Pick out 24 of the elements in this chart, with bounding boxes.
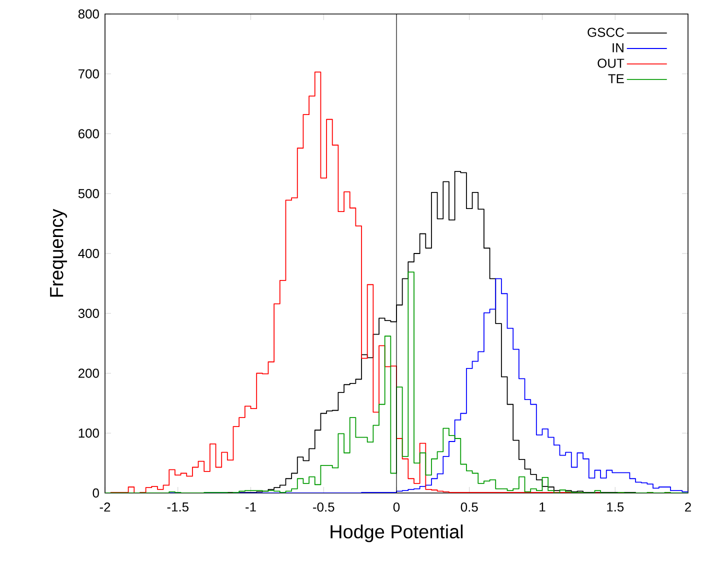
- x-tick-label: 2: [685, 502, 691, 512]
- x-tick-label: -2: [100, 502, 110, 512]
- x-tick-label: -1: [246, 502, 256, 512]
- legend-label: OUT: [598, 58, 624, 68]
- legend-label: TE: [608, 74, 624, 84]
- legend-label: GSCC: [588, 28, 624, 37]
- x-tick-label: 0: [393, 502, 400, 512]
- y-tick-label: 400: [78, 248, 99, 258]
- x-axis-title: Hodge Potential: [330, 524, 463, 542]
- y-tick-label: 200: [78, 368, 99, 378]
- y-tick-label: 800: [78, 9, 99, 19]
- y-axis-title: Frequency: [50, 208, 68, 297]
- x-tick-label: 0.5: [460, 502, 478, 512]
- y-tick-label: 0: [92, 488, 99, 498]
- y-tick-label: 500: [78, 189, 99, 198]
- legend-label: IN: [612, 43, 624, 52]
- x-tick-label: -0.5: [313, 502, 334, 512]
- x-tick-label: -1.5: [167, 502, 188, 512]
- y-tick-label: 700: [78, 69, 99, 78]
- y-tick-label: 300: [78, 308, 99, 318]
- x-tick-label: 1.5: [607, 502, 624, 512]
- y-tick-label: 100: [78, 428, 99, 438]
- x-tick-label: 1: [540, 502, 546, 512]
- y-tick-label: 600: [78, 129, 99, 138]
